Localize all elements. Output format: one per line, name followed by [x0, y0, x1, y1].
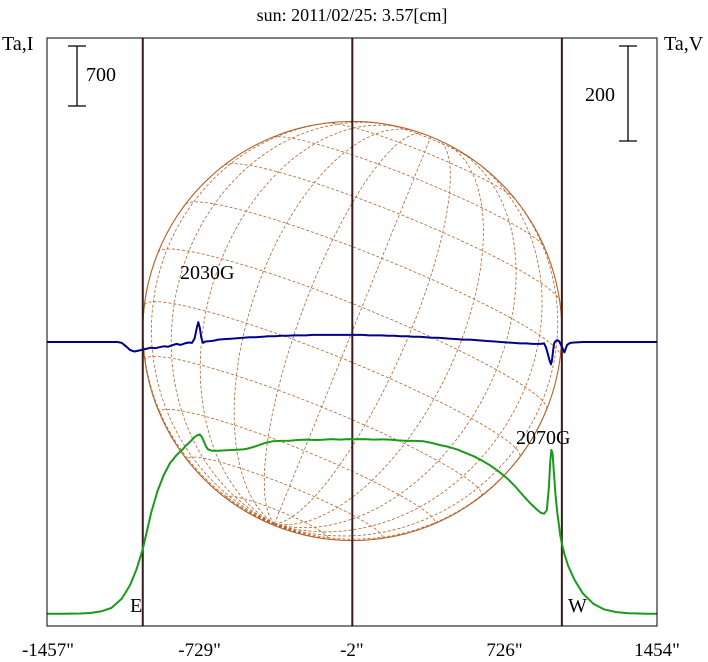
right-axis-label: Ta,V	[664, 33, 704, 55]
x-tick-label: -2"	[340, 640, 364, 661]
right-scale-bar: 200	[585, 45, 637, 142]
marker-lines	[141, 38, 563, 626]
longitude-line	[203, 478, 275, 525]
x-axis-ticks: -1457" -729" -2" 726" 1454"	[22, 640, 680, 661]
chart-title: sun: 2011/02/25: 3.57[cm]	[257, 5, 448, 25]
solar-disk-grid	[142, 120, 563, 542]
latitude-line	[157, 248, 548, 410]
longitude-line	[274, 523, 296, 534]
left-scale-bar: 700	[68, 45, 116, 107]
x-tick-label: -729"	[178, 640, 221, 661]
latitude-line	[144, 301, 521, 457]
series-line-polarization	[47, 321, 657, 366]
limb-marker-west: W	[568, 595, 587, 617]
longitude-line	[274, 139, 451, 525]
latitude-line	[224, 163, 560, 301]
annotation-2070g: 2070G	[516, 427, 570, 449]
plot-frame	[46, 37, 658, 627]
longitude-line	[274, 190, 559, 537]
annotation-2030g: 2030G	[180, 262, 234, 284]
left-scale-bar-label: 700	[86, 64, 116, 86]
longitude-line	[274, 136, 432, 524]
longitude-line	[274, 143, 484, 526]
series-lines	[46, 321, 658, 615]
longitude-line	[274, 150, 517, 529]
x-tick-label: -1457"	[22, 640, 74, 661]
longitude-line	[199, 124, 402, 525]
longitude-line	[233, 128, 416, 525]
longitude-line	[263, 132, 423, 525]
right-scale-bar-label: 200	[585, 84, 615, 106]
latitude-line	[159, 409, 436, 525]
latitude-line	[144, 356, 483, 497]
longitude-line	[170, 122, 386, 525]
latitude-line	[272, 136, 545, 248]
latitude-line	[226, 495, 328, 539]
x-tick-label: 726"	[486, 640, 522, 661]
longitude-line	[274, 158, 543, 533]
longitude-line	[274, 523, 357, 541]
limb-marker-east: E	[130, 595, 142, 617]
series-line-intensity	[46, 433, 658, 615]
longitude-line	[274, 523, 280, 528]
left-axis-label: Ta,I	[2, 33, 33, 55]
latitude-line	[185, 201, 561, 356]
x-tick-label: 1454"	[634, 640, 680, 661]
longitude-line	[150, 121, 338, 525]
